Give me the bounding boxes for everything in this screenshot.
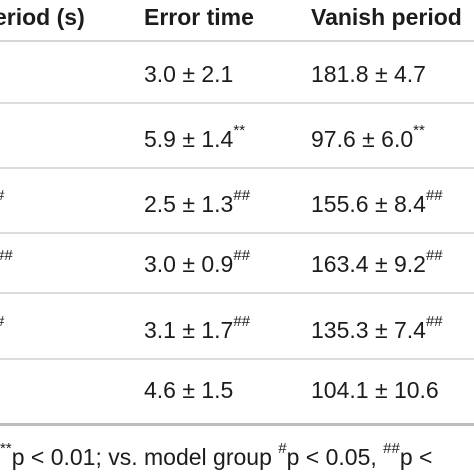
- cell-period: #: [0, 302, 4, 358]
- table-row: 5.9 ± 1.4** 97.6 ± 6.0**: [0, 111, 474, 169]
- cell-error-time: 5.9 ± 1.4**: [144, 122, 246, 152]
- table-bottom-rule: [0, 423, 474, 426]
- table-row: ## 3.0 ± 0.9## 163.4 ± 9.2##: [0, 236, 474, 294]
- cell-error-time: 3.0 ± 2.1: [144, 61, 234, 87]
- row-divider: [0, 102, 474, 104]
- header-period: eriod (s): [0, 4, 85, 30]
- cell-period: #: [0, 176, 4, 232]
- cell-period: ##: [0, 247, 13, 265]
- header-vanish-period: Vanish period: [311, 4, 462, 30]
- cell-vanish-period: 97.6 ± 6.0**: [311, 122, 425, 152]
- table-row: 4.6 ± 1.5 104.1 ± 10.6: [0, 362, 474, 426]
- cell-error-time: 3.1 ± 1.7##: [144, 313, 251, 343]
- table-row: # 3.1 ± 1.7## 135.3 ± 7.4##: [0, 302, 474, 360]
- cell-error-time: 2.5 ± 1.3##: [144, 187, 251, 217]
- row-divider: [0, 358, 474, 360]
- cell-vanish-period: 155.6 ± 8.4##: [311, 187, 443, 217]
- table-footnote: **p < 0.01; vs. model group #p < 0.05, #…: [0, 440, 433, 470]
- table-row: # 2.5 ± 1.3## 155.6 ± 8.4##: [0, 176, 474, 234]
- row-divider: [0, 232, 474, 234]
- table-row: 3.0 ± 2.1 181.8 ± 4.7: [0, 46, 474, 104]
- header-divider: [0, 40, 474, 42]
- row-divider: [0, 292, 474, 294]
- row-divider: [0, 167, 474, 169]
- cell-vanish-period: 163.4 ± 9.2##: [311, 247, 443, 277]
- cell-vanish-period: 181.8 ± 4.7: [311, 61, 426, 87]
- cell-error-time: 3.0 ± 0.9##: [144, 247, 251, 277]
- cell-vanish-period: 104.1 ± 10.6: [311, 377, 439, 403]
- cell-error-time: 4.6 ± 1.5: [144, 377, 234, 403]
- cell-vanish-period: 135.3 ± 7.4##: [311, 313, 443, 343]
- header-error-time: Error time: [144, 4, 254, 30]
